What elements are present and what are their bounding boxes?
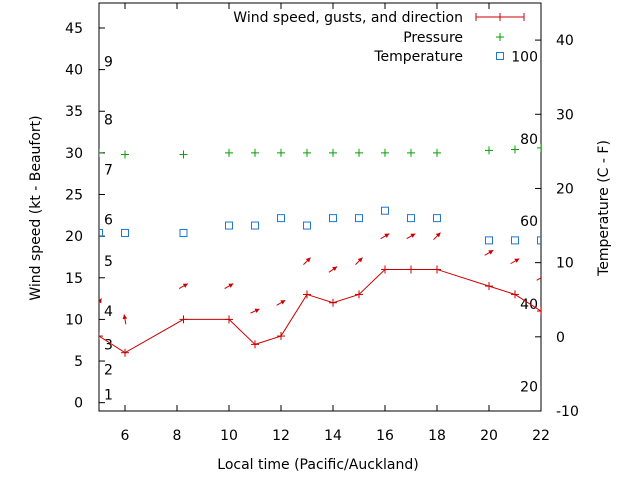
wind-direction-arrowhead <box>280 300 286 305</box>
temperature-point <box>303 221 311 230</box>
y-left-tick-label: 10 <box>65 312 83 328</box>
y-right-tick-label: 20 <box>556 181 574 197</box>
fahrenheit-label: 100 <box>511 49 538 65</box>
temperature-point <box>407 214 415 223</box>
y-axis-label-left: Wind speed (kt - Beaufort) <box>28 115 44 300</box>
beaufort-label: 9 <box>104 54 113 70</box>
legend: Wind speed, gusts, and direction Pressure… <box>233 10 525 65</box>
wind-direction-arrowhead <box>514 258 520 263</box>
temperature-point <box>355 214 363 223</box>
temperature-point <box>277 214 285 223</box>
y-left-tick-label: 45 <box>65 21 83 37</box>
y-right-tick-label: 40 <box>556 33 574 49</box>
temperature-point <box>251 221 259 230</box>
x-tick-label: 10 <box>220 428 238 444</box>
x-tick-label: 12 <box>272 428 290 444</box>
axes-layer: 6 8 10 12 14 16 18 20 22051015202530354045-10010… <box>65 2 579 444</box>
temperature-point <box>537 236 541 245</box>
wind-direction-arrowhead <box>488 250 494 255</box>
y-left-tick-label: 0 <box>74 396 83 412</box>
x-tick-label: 18 <box>428 428 446 444</box>
temperature-point <box>99 228 103 237</box>
wind-direction-arrowhead <box>384 233 390 238</box>
legend-label: Wind speed, gusts, and direction <box>233 10 463 26</box>
temperature-point <box>511 236 519 245</box>
wind-direction-arrowhead <box>305 257 311 263</box>
wind-direction-arrowhead <box>435 232 441 238</box>
x-tick-label: 22 <box>532 428 550 444</box>
y-right-tick-label: 30 <box>556 107 574 123</box>
temperature-point <box>179 228 188 237</box>
wind-direction-arrowhead <box>254 308 260 313</box>
x-tick-label: 20 <box>480 428 498 444</box>
temperature-point <box>381 206 389 215</box>
y-left-tick-label: 25 <box>65 188 83 204</box>
fahrenheit-label: 80 <box>520 132 538 148</box>
wind-direction-arrowhead <box>122 314 128 320</box>
legend-label: Temperature <box>373 49 463 65</box>
data-layer <box>99 143 541 357</box>
y-left-tick-label: 15 <box>65 271 83 287</box>
y-axis-label-right: Temperature (C - F) <box>596 140 612 277</box>
y-left-tick-label: 30 <box>65 146 83 162</box>
wind-speed-line <box>99 268 541 354</box>
y-right-tick-label: 0 <box>556 330 565 346</box>
wind-direction-arrow <box>536 277 541 281</box>
legend-label: Pressure <box>403 30 463 46</box>
temperature-point <box>225 221 233 230</box>
x-tick-label: 8 <box>173 428 182 444</box>
beaufort-label: 4 <box>104 304 113 320</box>
y-left-tick-label: 5 <box>74 354 83 370</box>
wind-direction-arrowhead <box>182 283 188 288</box>
wind-direction-arrowhead <box>410 233 416 238</box>
x-tick-label: 14 <box>324 428 342 444</box>
beaufort-label: 8 <box>104 113 113 129</box>
beaufort-label: 6 <box>104 212 113 228</box>
fahrenheit-label: 60 <box>520 214 538 230</box>
x-tick-label: 6 <box>121 428 130 444</box>
x-tick-label: 16 <box>376 428 394 444</box>
temperature-point <box>121 228 129 237</box>
wind-direction-arrowhead <box>357 257 363 263</box>
temperature-point <box>433 214 441 223</box>
beaufort-label: 2 <box>104 362 113 378</box>
y-right-tick-label: 10 <box>556 256 574 272</box>
x-axis-label: Local time (Pacific/Auckland) <box>217 457 418 473</box>
y-left-tick-label: 20 <box>65 229 83 245</box>
y-left-tick-label: 35 <box>65 104 83 120</box>
beaufort-label: 7 <box>104 163 113 179</box>
plot-frame <box>98 2 542 412</box>
legend-swatch-temperature <box>496 52 504 60</box>
temperature-point <box>329 214 337 223</box>
beaufort-label: 5 <box>104 254 113 270</box>
beaufort-label: 1 <box>104 387 113 403</box>
wind-direction-arrowhead <box>228 283 234 288</box>
temperature-point <box>485 236 493 245</box>
wind-direction-arrowhead <box>332 266 338 272</box>
wind-direction-arrowhead <box>540 275 541 277</box>
fahrenheit-label: 20 <box>520 380 538 396</box>
y-left-tick-label: 40 <box>65 63 83 79</box>
wind-direction-arrowhead <box>99 298 102 304</box>
y-right-tick-label: -10 <box>556 404 579 420</box>
beaufort-label: 3 <box>104 337 113 353</box>
